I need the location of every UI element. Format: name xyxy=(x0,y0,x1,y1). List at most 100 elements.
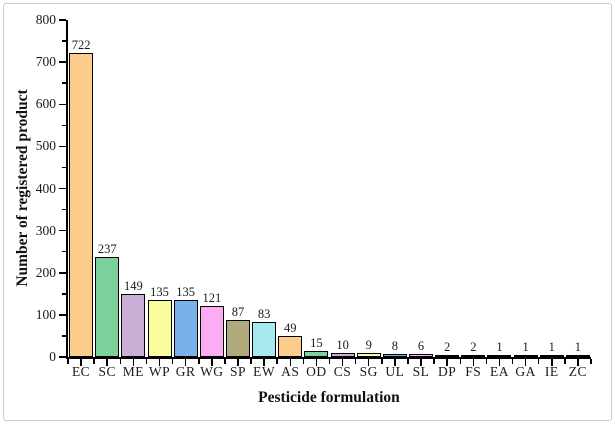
x-minor-tick-4 xyxy=(171,359,174,364)
x-minor-tick-19 xyxy=(564,359,566,364)
x-minor-tick-6 xyxy=(224,359,226,364)
value-label-ME: 149 xyxy=(124,279,143,293)
category-label-SG: SG xyxy=(359,364,378,379)
x-tick-SC xyxy=(106,359,108,366)
x-tick-ME xyxy=(132,359,135,366)
x-minor-tick-11 xyxy=(354,359,357,364)
category-label-GR: GR xyxy=(175,364,196,379)
value-label-FS: 2 xyxy=(470,340,477,354)
x-tick-DP xyxy=(446,359,448,366)
bar-GA xyxy=(513,355,538,357)
x-axis-line xyxy=(66,357,591,359)
bar-CS xyxy=(330,353,355,357)
value-label-DP: 2 xyxy=(444,340,451,354)
y-tick-label-100: 100 xyxy=(35,306,56,322)
x-tick-WG xyxy=(211,359,213,366)
x-tick-IE xyxy=(551,359,553,366)
bar-ZC xyxy=(565,355,590,357)
value-label-WP: 135 xyxy=(150,285,169,299)
x-minor-tick-2 xyxy=(119,359,122,364)
x-minor-tick-7 xyxy=(250,359,252,364)
x-minor-tick-13 xyxy=(407,359,409,364)
category-label-WG: WG xyxy=(200,364,224,379)
y-tick-500 xyxy=(59,145,66,148)
category-label-EC: EC xyxy=(71,364,91,379)
category-label-FS: FS xyxy=(465,364,482,379)
category-label-AS: AS xyxy=(281,364,300,379)
category-label-GA: GA xyxy=(515,364,536,379)
x-tick-GR xyxy=(184,359,187,366)
y-tick-label-200: 200 xyxy=(35,264,56,280)
x-minor-tick-3 xyxy=(145,359,148,364)
y-tick-100 xyxy=(59,314,66,316)
value-label-ZC: 1 xyxy=(574,340,582,354)
x-axis-title: Pesticide formulation xyxy=(258,389,400,406)
y-minor-tick-750 xyxy=(62,40,66,42)
y-minor-tick-650 xyxy=(62,82,66,84)
x-tick-OD xyxy=(315,359,318,366)
value-label-EW: 83 xyxy=(257,307,271,321)
value-label-CS: 10 xyxy=(336,338,349,352)
x-tick-ZC xyxy=(577,359,579,366)
y-minor-tick-150 xyxy=(62,293,66,295)
bar-EC xyxy=(69,53,94,357)
bar-WG xyxy=(199,306,224,357)
x-minor-tick-9 xyxy=(302,359,305,364)
bar-FS xyxy=(461,355,486,357)
x-tick-SP xyxy=(237,359,239,366)
x-minor-tick-8 xyxy=(276,359,278,364)
x-tick-SL xyxy=(420,359,422,366)
x-minor-tick-18 xyxy=(537,359,540,364)
category-label-SL: SL xyxy=(412,364,430,379)
value-label-SP: 87 xyxy=(231,305,245,319)
bar-UL xyxy=(382,354,407,357)
bar-WP xyxy=(147,300,172,357)
bar-OD xyxy=(304,351,329,357)
bar-GR xyxy=(173,300,198,357)
category-label-EA: EA xyxy=(489,364,509,379)
y-minor-tick-550 xyxy=(62,124,66,127)
value-label-EC: 722 xyxy=(71,38,91,52)
x-tick-FS xyxy=(472,359,475,366)
y-tick-200 xyxy=(59,272,66,274)
category-label-ME: ME xyxy=(122,364,144,379)
y-minor-tick-450 xyxy=(62,166,66,169)
x-minor-tick-16 xyxy=(485,359,488,364)
y-tick-400 xyxy=(59,187,66,190)
bar-EW xyxy=(252,322,277,357)
value-label-UL: 8 xyxy=(391,339,398,353)
y-tick-label-500: 500 xyxy=(35,138,56,154)
value-label-GA: 1 xyxy=(522,340,529,354)
value-label-GR: 135 xyxy=(176,285,196,299)
x-minor-tick-10 xyxy=(328,359,331,364)
value-label-SC: 237 xyxy=(97,242,117,256)
value-label-OD: 15 xyxy=(310,336,323,350)
x-tick-EW xyxy=(263,359,265,366)
x-minor-tick-20 xyxy=(590,359,592,364)
category-label-OD: OD xyxy=(306,364,327,379)
y-tick-label-800: 800 xyxy=(35,12,56,27)
y-tick-label-700: 700 xyxy=(35,54,56,70)
x-minor-tick-12 xyxy=(381,359,383,364)
category-label-CS: CS xyxy=(333,364,352,379)
category-label-DP: DP xyxy=(438,364,457,379)
y-tick-0 xyxy=(59,356,66,358)
x-minor-tick-0 xyxy=(67,359,69,364)
y-minor-tick-350 xyxy=(62,208,66,211)
bar-SL xyxy=(409,354,434,357)
x-tick-CS xyxy=(341,359,344,366)
y-minor-tick-250 xyxy=(62,250,66,253)
x-tick-AS xyxy=(289,359,292,366)
value-label-IE: 1 xyxy=(548,340,555,354)
y-tick-800 xyxy=(59,19,66,21)
x-tick-SG xyxy=(367,359,370,366)
bar-SG xyxy=(356,353,381,357)
x-minor-tick-5 xyxy=(198,359,200,364)
y-tick-label-0: 0 xyxy=(49,349,56,364)
category-label-UL: UL xyxy=(385,364,405,379)
x-minor-tick-14 xyxy=(433,359,435,364)
bar-SC xyxy=(95,257,120,357)
bar-DP xyxy=(435,355,460,357)
y-tick-label-400: 400 xyxy=(35,180,56,196)
